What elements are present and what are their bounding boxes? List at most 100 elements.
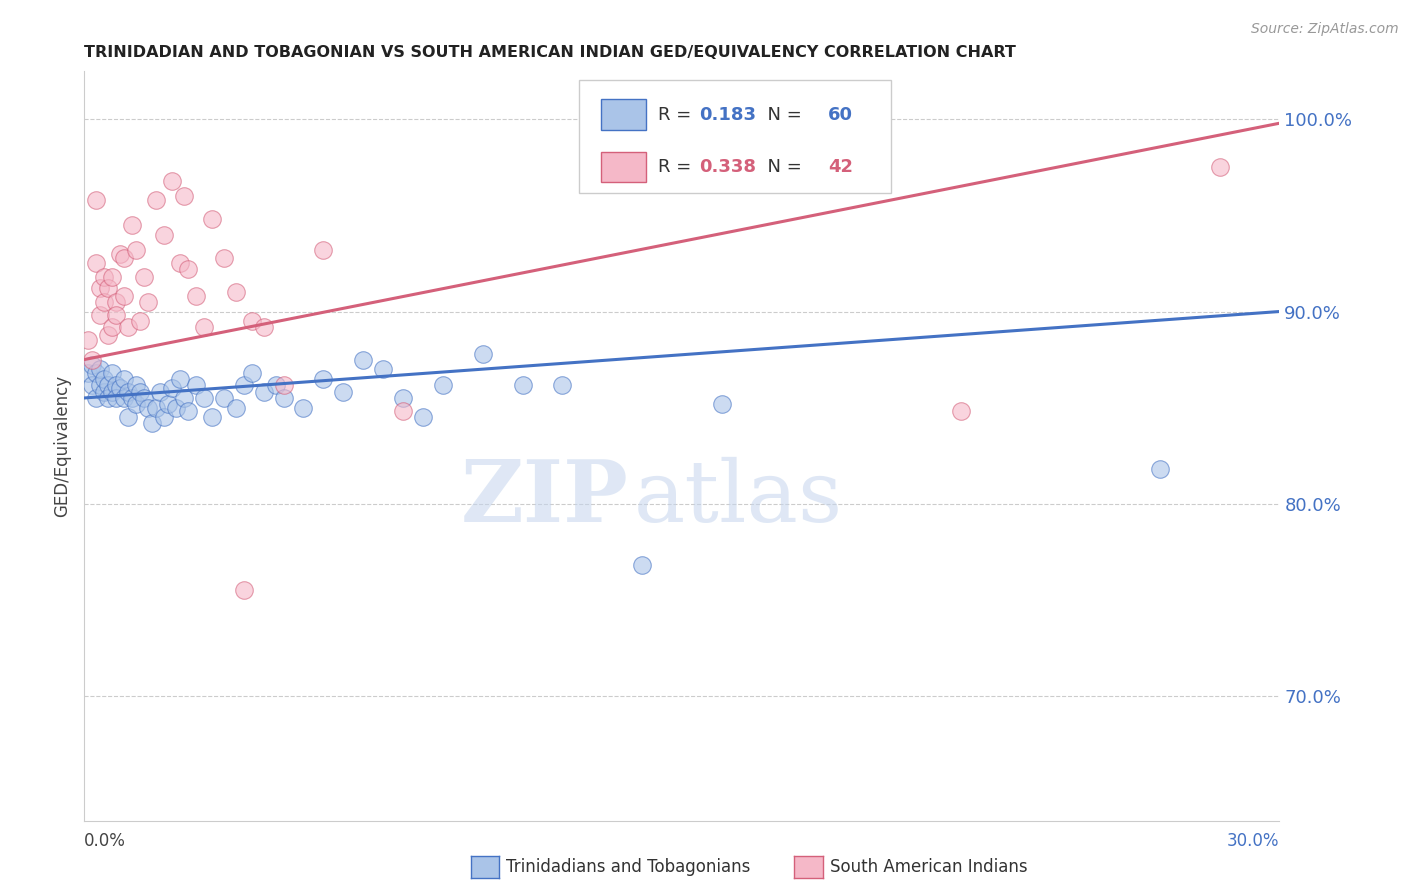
Point — [86, 366, 108, 380]
Point — [273, 391, 295, 405]
Point — [292, 401, 315, 415]
Point — [212, 391, 235, 405]
Point — [121, 218, 143, 232]
Point — [136, 294, 159, 309]
Text: R =: R = — [658, 105, 697, 124]
Point — [332, 385, 354, 400]
Point — [201, 410, 224, 425]
Point — [97, 377, 120, 392]
Text: ZIP: ZIP — [460, 457, 628, 541]
Point — [97, 391, 120, 405]
Text: N =: N = — [756, 158, 807, 177]
Point — [240, 366, 263, 380]
Point — [432, 377, 454, 392]
Point — [157, 397, 180, 411]
Point — [145, 193, 167, 207]
Point — [373, 362, 395, 376]
Point — [160, 174, 183, 188]
Point — [201, 212, 224, 227]
Point — [77, 366, 100, 380]
Point — [105, 309, 128, 323]
Point — [232, 583, 254, 598]
Point — [312, 372, 335, 386]
Point — [232, 377, 254, 392]
Text: 42: 42 — [828, 158, 852, 177]
Point — [112, 251, 135, 265]
Point — [253, 319, 276, 334]
Point — [132, 391, 156, 405]
Point — [125, 377, 148, 392]
Point — [193, 391, 215, 405]
Y-axis label: GED/Equivalency: GED/Equivalency — [53, 375, 72, 517]
Point — [312, 243, 335, 257]
Point — [132, 269, 156, 284]
Point — [93, 372, 115, 386]
Point — [112, 289, 135, 303]
Point — [169, 256, 191, 270]
Point — [173, 189, 195, 203]
Point — [949, 404, 972, 418]
Point — [93, 294, 115, 309]
Text: TRINIDADIAN AND TOBAGONIAN VS SOUTH AMERICAN INDIAN GED/EQUIVALENCY CORRELATION : TRINIDADIAN AND TOBAGONIAN VS SOUTH AMER… — [84, 45, 1017, 61]
Point — [93, 385, 115, 400]
Point — [86, 391, 108, 405]
Point — [129, 314, 152, 328]
Point — [225, 401, 247, 415]
Point — [392, 391, 415, 405]
Point — [631, 558, 654, 573]
Point — [1149, 462, 1171, 476]
Point — [145, 401, 167, 415]
Point — [352, 352, 374, 367]
Point — [101, 366, 124, 380]
Point — [173, 391, 195, 405]
Point — [110, 247, 132, 261]
Point — [101, 269, 124, 284]
FancyBboxPatch shape — [579, 80, 891, 194]
Point — [212, 251, 235, 265]
Point — [86, 193, 108, 207]
Point — [136, 401, 159, 415]
Text: N =: N = — [756, 105, 807, 124]
Point — [82, 359, 104, 373]
Point — [110, 381, 132, 395]
Point — [392, 404, 415, 418]
Text: Trinidadians and Tobagonians: Trinidadians and Tobagonians — [506, 858, 751, 876]
Point — [551, 377, 574, 392]
Text: Source: ZipAtlas.com: Source: ZipAtlas.com — [1251, 22, 1399, 37]
Point — [412, 410, 434, 425]
Point — [165, 401, 187, 415]
Point — [169, 372, 191, 386]
Point — [273, 377, 295, 392]
Point — [89, 309, 111, 323]
Point — [264, 377, 287, 392]
Point — [125, 243, 148, 257]
Point — [121, 391, 143, 405]
Point — [1209, 161, 1232, 175]
Point — [117, 410, 139, 425]
Point — [141, 416, 163, 430]
Point — [82, 352, 104, 367]
Point — [160, 381, 183, 395]
Point — [97, 281, 120, 295]
Point — [117, 385, 139, 400]
Text: 0.183: 0.183 — [699, 105, 755, 124]
Point — [184, 289, 207, 303]
FancyBboxPatch shape — [600, 100, 647, 130]
Point — [117, 319, 139, 334]
Point — [97, 327, 120, 342]
Point — [153, 227, 176, 242]
Point — [112, 372, 135, 386]
Point — [77, 334, 100, 348]
Point — [105, 377, 128, 392]
Point — [177, 404, 200, 418]
Point — [101, 385, 124, 400]
Point — [105, 294, 128, 309]
Point — [89, 281, 111, 295]
Text: atlas: atlas — [634, 457, 844, 540]
Text: South American Indians: South American Indians — [830, 858, 1028, 876]
Point — [112, 391, 135, 405]
Point — [105, 391, 128, 405]
Point — [125, 397, 148, 411]
Point — [149, 385, 172, 400]
Text: 0.0%: 0.0% — [84, 832, 127, 850]
